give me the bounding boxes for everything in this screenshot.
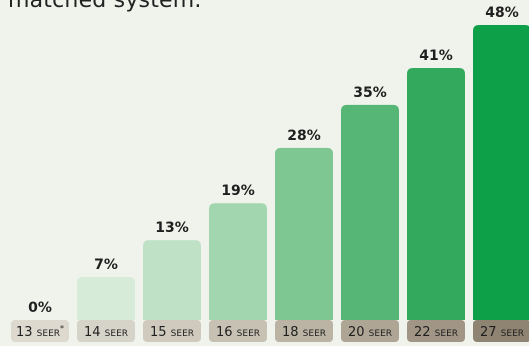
value-label: 48% — [485, 5, 519, 21]
category-unit: SEER — [501, 329, 524, 339]
category-number: 16 — [216, 325, 233, 340]
category-number: 13 — [16, 325, 33, 340]
value-label: 19% — [221, 183, 255, 199]
value-label: 28% — [287, 128, 321, 144]
category-tab — [407, 320, 465, 342]
value-label: 7% — [94, 257, 118, 273]
category-unit: SEER — [303, 329, 326, 339]
category-label: 27 SEER — [480, 325, 524, 340]
footnote-mark: * — [60, 324, 64, 333]
bar — [473, 25, 529, 320]
bar — [341, 104, 399, 320]
category-label: 13 SEER* — [16, 324, 64, 340]
value-label: 41% — [419, 48, 453, 64]
category-number: 14 — [84, 325, 101, 340]
category-unit: SEER — [105, 329, 128, 339]
category-label: 22 SEER — [414, 325, 458, 340]
category-unit: SEER — [369, 329, 392, 339]
category-number: 27 — [480, 325, 497, 340]
category-number: 18 — [282, 325, 299, 340]
category-number: 15 — [150, 325, 167, 340]
category-unit: SEER — [435, 329, 458, 339]
bar — [275, 147, 333, 320]
category-label: 20 SEER — [348, 325, 392, 340]
category-tab — [143, 320, 201, 342]
value-label: 35% — [353, 85, 387, 101]
category-tab — [473, 320, 529, 342]
header-text: matched system. — [8, 0, 202, 13]
bar — [407, 68, 465, 320]
category-tab — [341, 320, 399, 342]
category-unit: SEER — [37, 329, 60, 339]
category-tab — [77, 320, 135, 342]
category-number: 20 — [348, 325, 365, 340]
category-tab — [11, 320, 69, 342]
category-tab — [275, 320, 333, 342]
category-label: 14 SEER — [84, 325, 128, 340]
category-unit: SEER — [237, 329, 260, 339]
bar — [143, 240, 201, 320]
category-label: 16 SEER — [216, 325, 260, 340]
category-label: 18 SEER — [282, 325, 326, 340]
category-unit: SEER — [171, 329, 194, 339]
bar — [77, 276, 135, 320]
value-label: 0% — [28, 300, 52, 316]
category-label: 15 SEER — [150, 325, 194, 340]
value-label: 13% — [155, 220, 189, 236]
category-number: 22 — [414, 325, 431, 340]
category-tab — [209, 320, 267, 342]
bar — [209, 203, 267, 320]
